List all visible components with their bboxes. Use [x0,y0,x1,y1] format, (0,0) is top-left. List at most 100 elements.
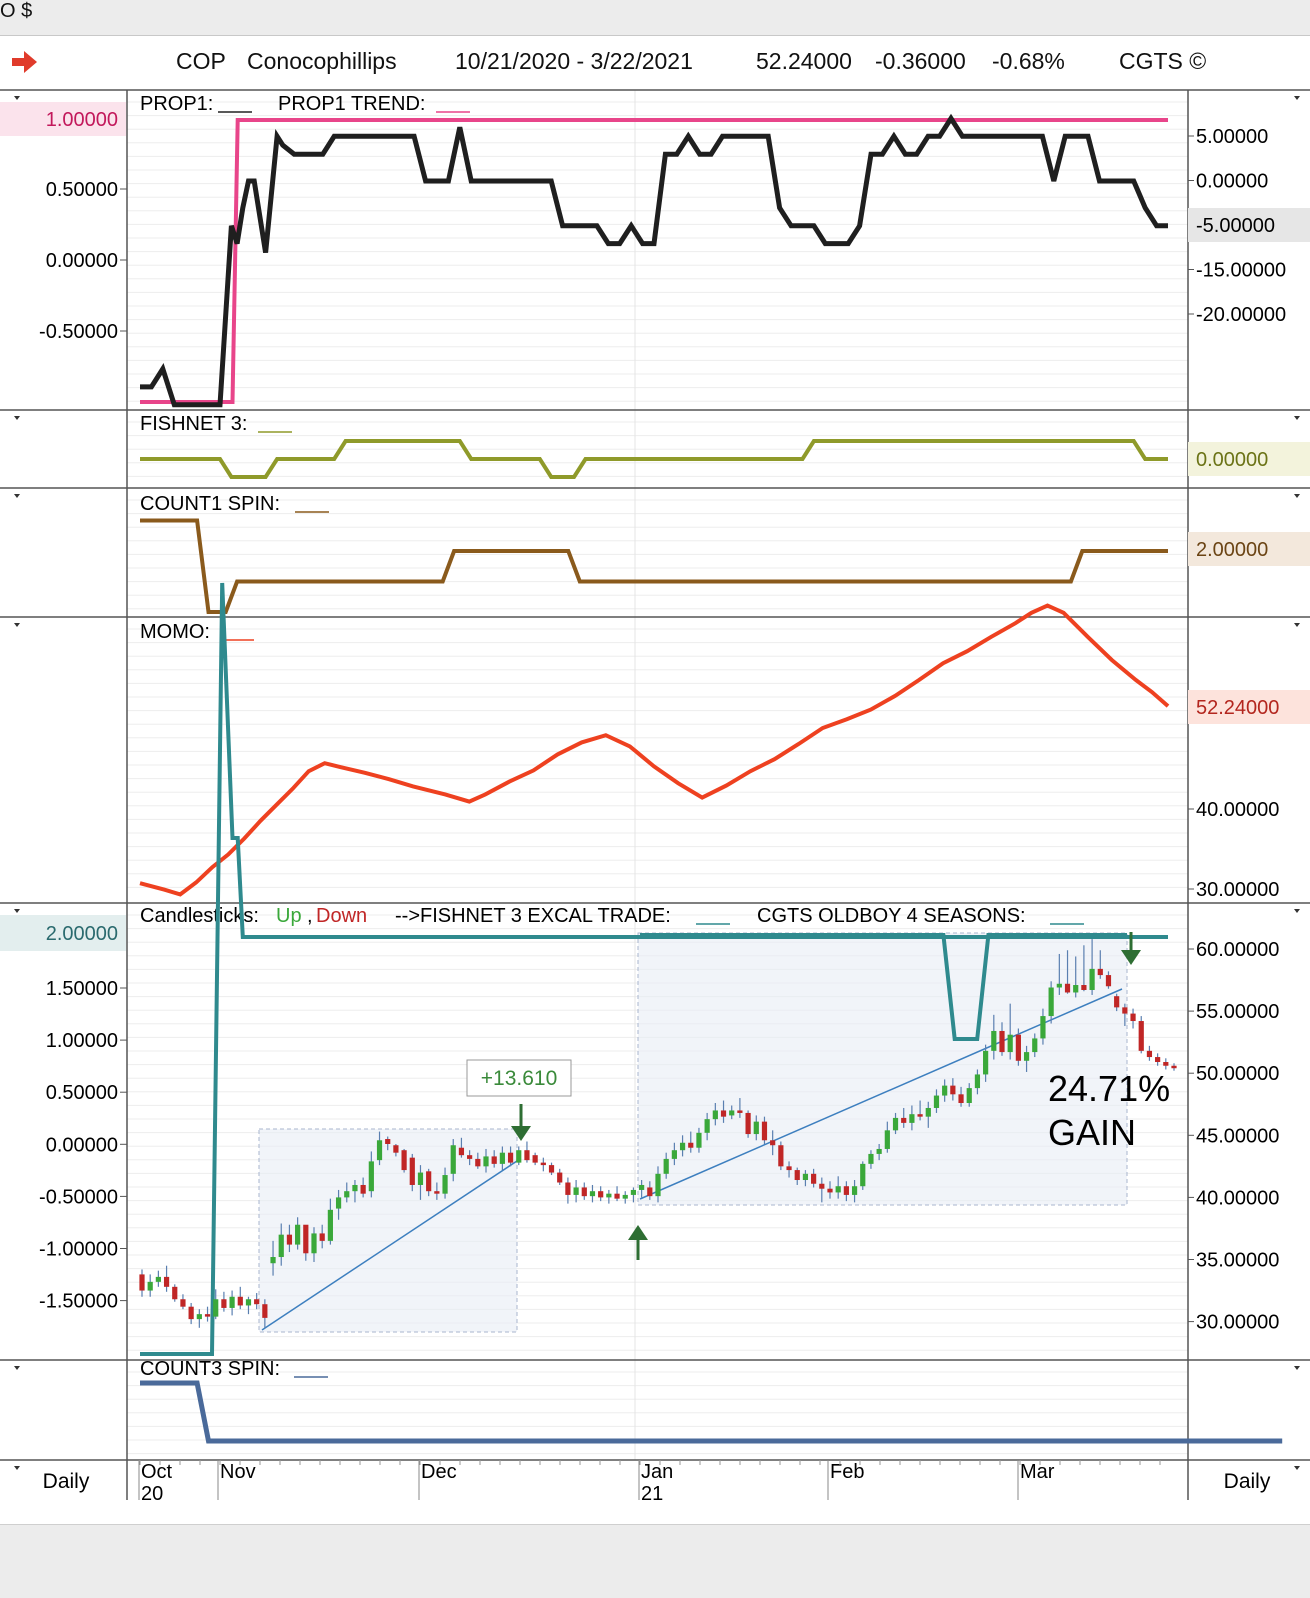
panel-fishnet3[interactable]: FISHNET 3: 0.00000 [140,413,1310,479]
momo-line [139,603,1170,897]
panel-candlesticks[interactable]: 1.50000 1.00000 0.50000 0.00000 -0.50000 -1.0… [0,582,1279,1356]
candle-body [147,1281,153,1291]
trade-label-box [466,1059,572,1097]
candle-body [991,1030,997,1051]
candle-body [221,1299,227,1308]
candle-body [434,1191,440,1194]
gain-percent: 24.71% [1048,1068,1170,1109]
candle-body [180,1299,186,1307]
candle-body [688,1142,694,1148]
candle-body [1130,1013,1136,1022]
count1-value-box [1188,532,1310,566]
candle-body [483,1156,489,1167]
candle-body [966,1088,972,1104]
candle-body [467,1155,473,1159]
candle-body [843,1186,849,1195]
seasons-label: CGTS OLDBOY 4 SEASONS: [757,905,1026,927]
momo-value: 52.24000 [1196,697,1279,719]
candle-body [1073,985,1079,993]
tick-label: 45.00000 [1196,1125,1279,1147]
candle-body [1114,996,1120,1008]
up-label: Up [276,905,302,927]
candle-body [884,1130,890,1149]
candle-body [204,1314,211,1317]
candle-body [876,1148,882,1154]
triangle-down-icon [1294,1466,1300,1470]
candle-body [1122,1007,1128,1014]
tick-label: -0.50000 [39,321,118,343]
prop1-left-axis: 0.50000 0.00000 -0.50000 [39,179,127,343]
candle-body [1138,1021,1144,1051]
fishnet3-label: FISHNET 3: [140,413,247,435]
brand: CGTS © [1119,48,1207,74]
candle-body [999,1030,1005,1053]
candle-body [344,1191,350,1198]
candle-body [188,1306,194,1320]
candle-body [426,1171,432,1192]
candle-body [950,1085,956,1095]
candle-body [860,1163,866,1187]
candle-body [671,1150,677,1159]
candle-body [1023,1052,1030,1061]
date-range: 10/21/2020 - 3/22/2021 [455,48,693,74]
tick-label: 50.00000 [1196,1063,1279,1085]
candle-body [270,1257,276,1264]
candle-body [647,1187,653,1197]
down-label: Down [316,905,367,927]
left-period[interactable]: Daily [43,1470,90,1493]
candle-body [835,1186,841,1193]
panel-count1-spin[interactable]: COUNT1 SPIN: 2.00000 [140,493,1310,614]
candle-body [393,1145,399,1153]
right-period[interactable]: Daily [1224,1470,1271,1493]
candle-body [532,1155,538,1163]
prop1-line [140,113,1168,408]
prop1-left-value: 1.00000 [46,109,118,131]
tick-label: 1.50000 [46,978,118,1000]
tick-label: -0.50000 [39,1186,118,1208]
triangle-down-icon [1294,623,1300,627]
candle-body [475,1158,481,1167]
excal-label: -->FISHNET 3 EXCAL TRADE: [395,905,671,927]
arrow-down-icon [511,1104,531,1141]
excal-trade-line [140,582,1168,1356]
tick-label: 0.00000 [1196,171,1268,193]
candle-body [360,1184,366,1194]
triangle-down-icon [1294,416,1300,420]
candle-body [909,1114,915,1123]
candle-body [548,1165,555,1173]
triangle-down-icon [1294,1366,1300,1370]
candle-body [524,1150,530,1161]
candle-body [1097,968,1103,976]
panel-count3-spin[interactable]: COUNT3 SPIN: [140,1358,1283,1444]
candle-body [958,1094,964,1104]
candle-body [1064,983,1071,993]
tick-label: 40.00000 [1196,1187,1279,1209]
tick-label: 0.50000 [46,1082,118,1104]
candle-body [213,1299,219,1317]
x-year-label: 20 [141,1483,163,1505]
tick-label: 30.00000 [1196,1312,1279,1334]
momo-right-axis: 40.00000 30.00000 [1188,799,1279,901]
candle-body [663,1158,669,1174]
candle-body [352,1184,358,1192]
candle-body [729,1110,735,1116]
candle-body [778,1145,784,1167]
candle-body [417,1172,424,1185]
candle-body [745,1112,751,1135]
candle-body [598,1191,604,1198]
x-month-label: Jan [641,1461,673,1483]
candle-body [933,1095,940,1108]
candle-body [1056,983,1062,988]
panel-momo[interactable]: 40.00000 30.00000 MOMO: 52.24000 [139,603,1310,901]
candle-body [458,1147,465,1156]
comma-separator: , [307,905,313,927]
red-arrow-icon[interactable] [10,48,40,78]
trade-box-1 [258,1128,518,1333]
fishnet3-value: 0.00000 [1196,449,1268,471]
candle-body [679,1142,686,1151]
company-name: Conocophillips [247,48,397,74]
candle-body [1146,1050,1153,1058]
